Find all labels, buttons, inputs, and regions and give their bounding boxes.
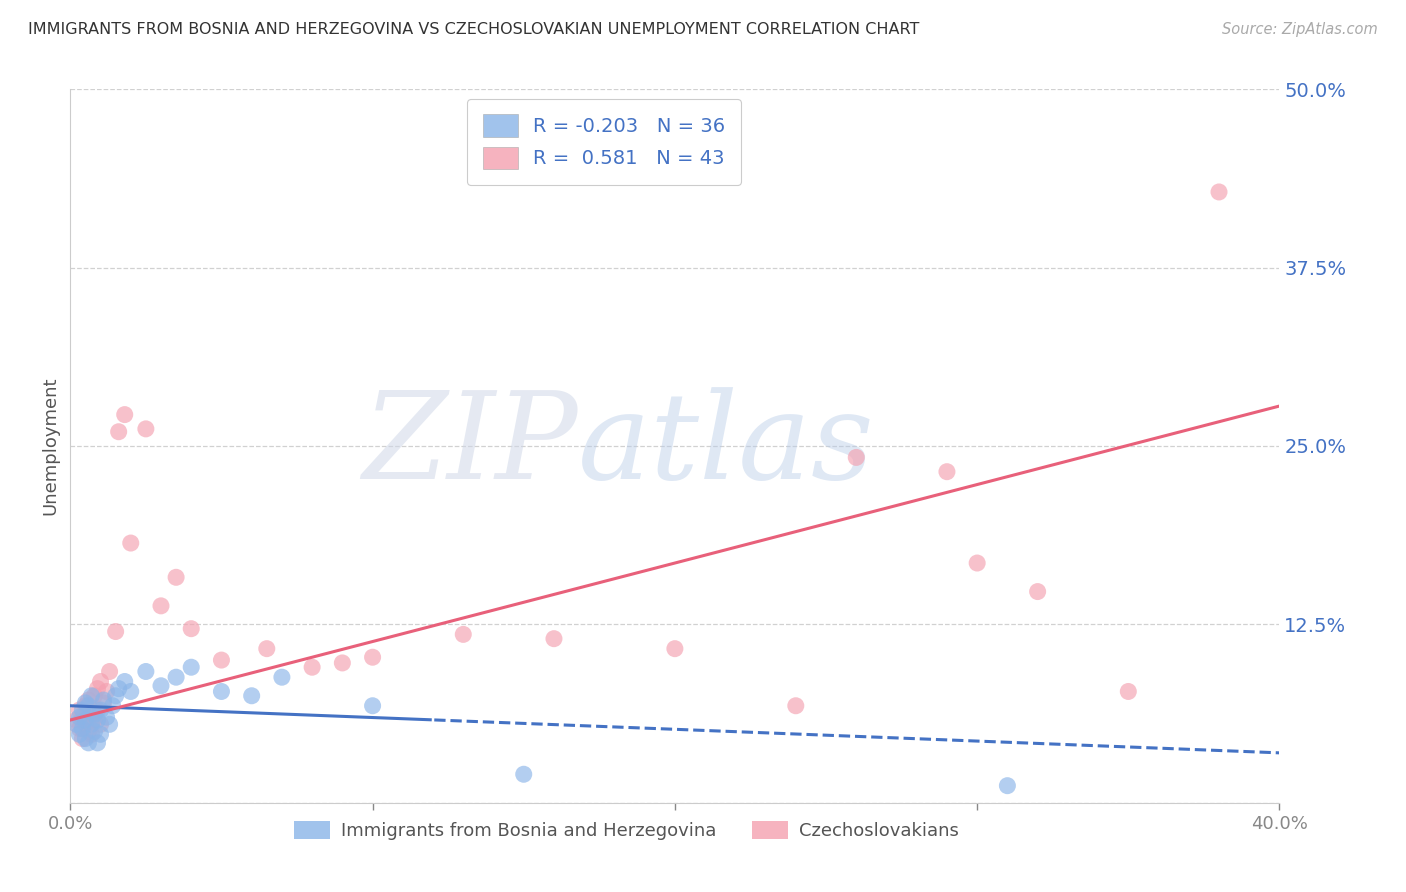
Point <box>83 689 105 703</box>
Point <box>96 684 118 698</box>
Point <box>83 724 105 739</box>
Point <box>1208 185 1230 199</box>
Point <box>93 696 115 710</box>
Point <box>75 713 97 727</box>
Y-axis label: Unemployment: Unemployment <box>41 376 59 516</box>
Point <box>77 698 100 713</box>
Point <box>90 717 111 731</box>
Point <box>180 660 202 674</box>
Point <box>80 727 103 741</box>
Text: Source: ZipAtlas.com: Source: ZipAtlas.com <box>1222 22 1378 37</box>
Point <box>361 650 384 665</box>
Point <box>77 693 100 707</box>
Point <box>90 703 111 717</box>
Point <box>995 779 1018 793</box>
Point <box>72 703 94 717</box>
Point <box>361 698 384 713</box>
Point <box>150 599 172 613</box>
Point <box>664 641 686 656</box>
Point <box>75 717 97 731</box>
Point <box>180 622 202 636</box>
Point <box>165 670 187 684</box>
Point <box>135 665 157 679</box>
Text: IMMIGRANTS FROM BOSNIA AND HERZEGOVINA VS CZECHOSLOVAKIAN UNEMPLOYMENT CORRELATI: IMMIGRANTS FROM BOSNIA AND HERZEGOVINA V… <box>28 22 920 37</box>
Point <box>1026 584 1049 599</box>
Point <box>150 679 172 693</box>
Point <box>845 450 868 465</box>
Point <box>453 627 475 641</box>
Point <box>120 536 142 550</box>
Point <box>80 689 103 703</box>
Point <box>67 703 90 717</box>
Point <box>77 736 100 750</box>
Point <box>107 681 129 696</box>
Point <box>75 731 97 746</box>
Point <box>77 724 100 739</box>
Point <box>114 408 136 422</box>
Point <box>332 656 354 670</box>
Point <box>966 556 988 570</box>
Point <box>96 710 118 724</box>
Text: ZIP: ZIP <box>363 387 578 505</box>
Point <box>72 722 94 736</box>
Point <box>1116 684 1139 698</box>
Point <box>86 713 108 727</box>
Point <box>72 710 94 724</box>
Point <box>83 707 105 722</box>
Point <box>101 698 124 713</box>
Point <box>75 698 97 713</box>
Point <box>165 570 187 584</box>
Point <box>67 710 90 724</box>
Point <box>211 684 233 698</box>
Point <box>301 660 323 674</box>
Point <box>83 713 105 727</box>
Point <box>785 698 807 713</box>
Point <box>120 684 142 698</box>
Point <box>86 681 108 696</box>
Point <box>72 731 94 746</box>
Point <box>543 632 565 646</box>
Point <box>86 703 108 717</box>
Legend: Immigrants from Bosnia and Herzegovina, Czechoslovakians: Immigrants from Bosnia and Herzegovina, … <box>287 814 966 847</box>
Point <box>80 717 103 731</box>
Point <box>90 674 111 689</box>
Point <box>98 665 121 679</box>
Point <box>104 624 127 639</box>
Point <box>104 689 127 703</box>
Point <box>211 653 233 667</box>
Point <box>513 767 536 781</box>
Point <box>75 696 97 710</box>
Point <box>270 670 294 684</box>
Point <box>86 736 108 750</box>
Point <box>98 717 121 731</box>
Text: atlas: atlas <box>578 387 875 505</box>
Point <box>80 707 103 722</box>
Point <box>114 674 136 689</box>
Point <box>936 465 959 479</box>
Point <box>67 722 90 736</box>
Point <box>135 422 157 436</box>
Point <box>256 641 278 656</box>
Point <box>107 425 129 439</box>
Point <box>65 713 87 727</box>
Point <box>240 689 263 703</box>
Point <box>93 693 115 707</box>
Point <box>65 717 87 731</box>
Point <box>67 727 90 741</box>
Point <box>90 727 111 741</box>
